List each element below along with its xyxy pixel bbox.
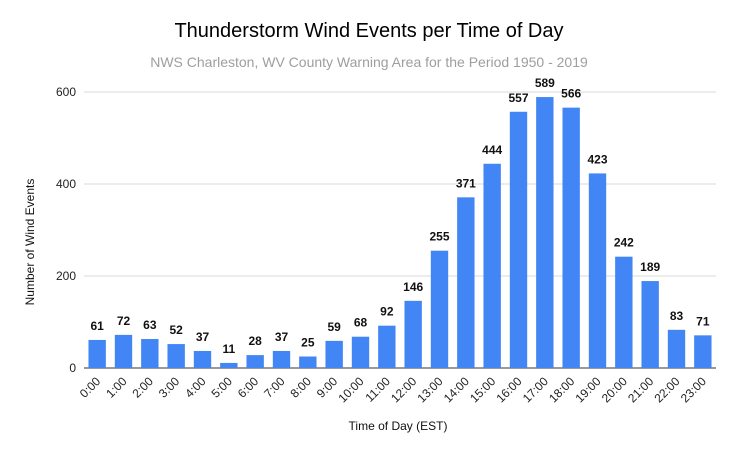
bar [509,111,528,368]
bar [325,340,343,368]
x-tick-label: 1:00 [103,374,130,401]
bar [615,256,633,368]
data-label: 371 [456,176,476,190]
bar [404,300,422,368]
data-label: 28 [248,334,262,348]
data-label: 566 [561,87,581,101]
bar [641,281,659,368]
x-tick-label: 23:00 [678,374,709,405]
bar [588,173,607,368]
bar [694,335,712,368]
bar [562,107,580,368]
x-tick-label: 3:00 [156,374,183,401]
data-label: 11 [222,342,235,356]
data-label: 444 [482,143,502,157]
x-tick-label: 20:00 [599,374,630,405]
data-label: 61 [90,319,104,333]
y-tick-label: 0 [69,361,76,375]
bar [457,197,475,368]
y-axis-label: Number of Wind Events [23,179,37,306]
x-tick-label: 5:00 [209,374,236,401]
data-label: 255 [429,230,449,244]
chart-subtitle: NWS Charleston, WV County Warning Area f… [150,54,588,70]
data-label: 72 [117,314,131,328]
y-tick-label: 600 [56,85,76,99]
x-tick-label: 10:00 [335,374,366,405]
bar [667,329,686,368]
x-tick-label: 16:00 [493,374,524,405]
bar [378,325,396,368]
bar [114,334,133,368]
bar [430,250,449,368]
data-label: 557 [508,91,528,105]
data-label: 189 [640,260,660,274]
bar [272,350,291,368]
x-tick-labels: 0:00 1:00 2:00 3:00 4:00 5:00 6:00 7:00 8:00 9:00… [77,374,709,405]
bars-group [88,97,712,368]
bar [193,350,212,368]
data-label: 37 [275,330,289,344]
bar [351,336,370,368]
y-tick-label: 400 [56,177,76,191]
x-tick-label: 8:00 [288,374,315,401]
data-label: 92 [380,305,394,319]
x-tick-label: 2:00 [130,374,157,401]
data-label: 146 [403,280,423,294]
data-labels-group: 61 72 63 52 37 11 28 37 25 59 68 92 146 255 371 444 557 5… [90,76,709,356]
bar [167,344,185,368]
data-label: 59 [327,320,341,334]
data-label: 63 [143,318,157,332]
x-tick-label: 12:00 [388,374,419,405]
data-label: 25 [301,336,315,350]
x-tick-label: 11:00 [362,374,393,405]
data-label: 242 [614,236,634,250]
x-tick-label: 14:00 [441,374,472,405]
chart-title: Thunderstorm Wind Events per Time of Day [174,20,564,42]
x-tick-label: 6:00 [235,374,262,401]
x-tick-label: 13:00 [414,374,445,405]
y-tick-label: 200 [56,269,76,283]
bar [141,339,159,368]
x-tick-label: 7:00 [261,374,288,401]
data-label: 423 [587,152,607,166]
x-tick-label: 19:00 [572,374,603,405]
data-label: 52 [169,323,183,337]
bar [536,97,554,368]
x-tick-label: 17:00 [520,374,551,405]
gridlines [84,91,716,369]
x-tick-label: 15:00 [467,374,498,405]
data-label: 37 [196,330,210,344]
y-tick-labels: 0 200 400 600 [56,85,76,375]
data-label: 589 [535,76,555,90]
data-label: 71 [696,314,710,328]
bar [88,339,106,368]
bar [483,163,501,368]
data-label: 83 [670,309,684,323]
x-tick-label: 4:00 [182,374,209,401]
x-tick-label: 22:00 [651,374,682,405]
x-tick-label: 21:00 [625,374,656,405]
bar [246,355,264,368]
x-tick-label: 0:00 [77,374,104,401]
x-tick-label: 18:00 [546,374,577,405]
bar [299,356,317,368]
x-axis-label: Time of Day (EST) [349,419,448,433]
data-label: 68 [354,316,368,330]
bar [220,362,238,368]
